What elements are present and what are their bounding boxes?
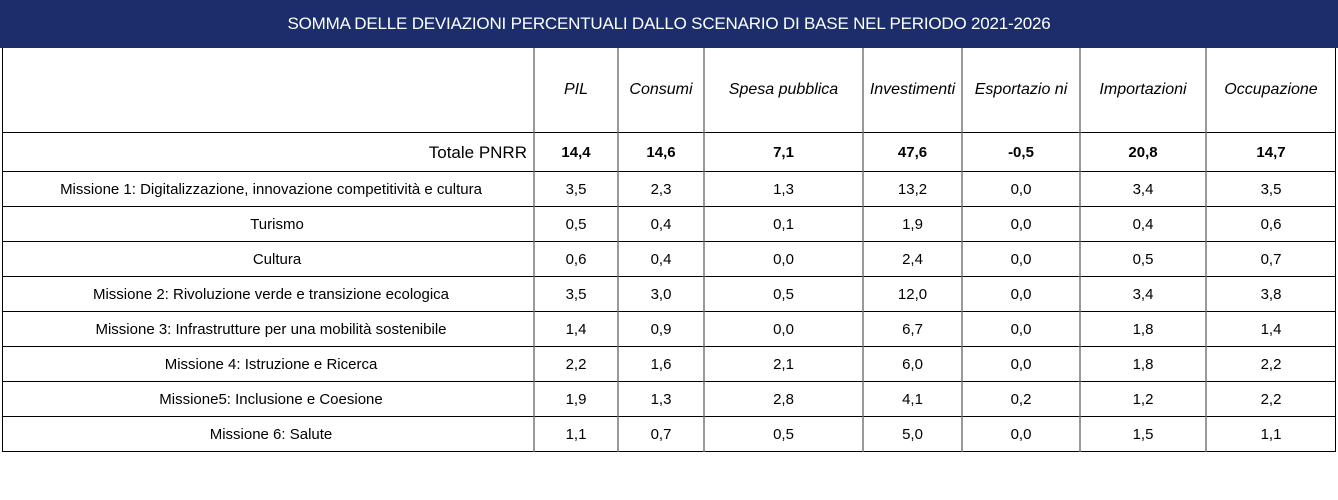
row-label: Cultura — [3, 242, 534, 277]
column-header-spesa-pubblica: Spesa pubblica — [704, 48, 863, 133]
column-header-investimenti: Investimenti — [863, 48, 962, 133]
table-row: Missione5: Inclusione e Coesione 1,9 1,3… — [3, 382, 1336, 417]
cell-value: 0,7 — [1206, 242, 1336, 277]
cell-value: 2,2 — [1206, 347, 1336, 382]
row-label: Missione 6: Salute — [3, 417, 534, 452]
cell-value: 1,1 — [534, 417, 618, 452]
cell-value: 0,0 — [962, 417, 1080, 452]
cell-value: 0,0 — [962, 172, 1080, 207]
cell-value: 1,3 — [618, 382, 704, 417]
cell-value: 14,6 — [618, 133, 704, 172]
cell-value: 3,5 — [534, 277, 618, 312]
cell-value: 1,8 — [1080, 312, 1206, 347]
row-label: Missione 3: Infrastrutture per una mobil… — [3, 312, 534, 347]
row-label: Missione 2: Rivoluzione verde e transizi… — [3, 277, 534, 312]
cell-value: 0,1 — [704, 207, 863, 242]
table-title: SOMMA DELLE DEVIAZIONI PERCENTUALI DALLO… — [0, 0, 1338, 48]
cell-value: 0,0 — [962, 207, 1080, 242]
cell-value: 1,2 — [1080, 382, 1206, 417]
cell-value: 4,1 — [863, 382, 962, 417]
cell-value: 0,5 — [534, 207, 618, 242]
cell-value: 2,1 — [704, 347, 863, 382]
column-header-pil: PIL — [534, 48, 618, 133]
column-header-esportazioni: Esportazio ni — [962, 48, 1080, 133]
cell-value: 3,0 — [618, 277, 704, 312]
cell-value: 1,9 — [863, 207, 962, 242]
cell-value: 0,0 — [704, 242, 863, 277]
cell-value: 3,5 — [534, 172, 618, 207]
table-row: Missione 2: Rivoluzione verde e transizi… — [3, 277, 1336, 312]
cell-value: 2,3 — [618, 172, 704, 207]
table-row: Missione 6: Salute 1,1 0,7 0,5 5,0 0,0 1… — [3, 417, 1336, 452]
cell-value: 2,2 — [1206, 382, 1336, 417]
cell-value: 14,4 — [534, 133, 618, 172]
table-row: Missione 4: Istruzione e Ricerca 2,2 1,6… — [3, 347, 1336, 382]
cell-value: 3,8 — [1206, 277, 1336, 312]
row-label: Missione 4: Istruzione e Ricerca — [3, 347, 534, 382]
table-row: Cultura 0,6 0,4 0,0 2,4 0,0 0,5 0,7 — [3, 242, 1336, 277]
cell-value: 0,2 — [962, 382, 1080, 417]
cell-value: 0,5 — [704, 417, 863, 452]
cell-value: 0,4 — [1080, 207, 1206, 242]
row-label: Turismo — [3, 207, 534, 242]
cell-value: 6,0 — [863, 347, 962, 382]
cell-value: 47,6 — [863, 133, 962, 172]
cell-value: 1,6 — [618, 347, 704, 382]
cell-value: 0,4 — [618, 207, 704, 242]
cell-value: 1,8 — [1080, 347, 1206, 382]
cell-value: 1,9 — [534, 382, 618, 417]
cell-value: 0,7 — [618, 417, 704, 452]
cell-value: 3,4 — [1080, 277, 1206, 312]
column-header-occupazione: Occupazione — [1206, 48, 1336, 133]
row-label: Missione 1: Digitalizzazione, innovazion… — [3, 172, 534, 207]
cell-value: 1,4 — [534, 312, 618, 347]
cell-value: 0,4 — [618, 242, 704, 277]
cell-value: 0,0 — [962, 242, 1080, 277]
row-label: Missione5: Inclusione e Coesione — [3, 382, 534, 417]
cell-value: 0,6 — [534, 242, 618, 277]
cell-value: 0,5 — [1080, 242, 1206, 277]
cell-value: 0,9 — [618, 312, 704, 347]
column-header-consumi: Consumi — [618, 48, 704, 133]
cell-value: 1,1 — [1206, 417, 1336, 452]
cell-value: 3,5 — [1206, 172, 1336, 207]
cell-value: 2,8 — [704, 382, 863, 417]
cell-value: -0,5 — [962, 133, 1080, 172]
cell-value: 5,0 — [863, 417, 962, 452]
cell-value: 20,8 — [1080, 133, 1206, 172]
cell-value: 1,5 — [1080, 417, 1206, 452]
cell-value: 0,0 — [962, 277, 1080, 312]
cell-value: 1,4 — [1206, 312, 1336, 347]
cell-value: 0,6 — [1206, 207, 1336, 242]
table-row: Turismo 0,5 0,4 0,1 1,9 0,0 0,4 0,6 — [3, 207, 1336, 242]
cell-value: 14,7 — [1206, 133, 1336, 172]
cell-value: 0,0 — [962, 312, 1080, 347]
cell-value: 1,3 — [704, 172, 863, 207]
cell-value: 2,2 — [534, 347, 618, 382]
header-empty-cell — [3, 48, 534, 133]
data-table: PIL Consumi Spesa pubblica Investimenti … — [2, 48, 1336, 452]
column-header-importazioni: Importazioni — [1080, 48, 1206, 133]
total-row: Totale PNRR 14,4 14,6 7,1 47,6 -0,5 20,8… — [3, 133, 1336, 172]
cell-value: 6,7 — [863, 312, 962, 347]
table-row: Missione 3: Infrastrutture per una mobil… — [3, 312, 1336, 347]
cell-value: 0,0 — [704, 312, 863, 347]
cell-value: 0,5 — [704, 277, 863, 312]
cell-value: 13,2 — [863, 172, 962, 207]
cell-value: 7,1 — [704, 133, 863, 172]
cell-value: 0,0 — [962, 347, 1080, 382]
cell-value: 3,4 — [1080, 172, 1206, 207]
table-row: Missione 1: Digitalizzazione, innovazion… — [3, 172, 1336, 207]
cell-value: 12,0 — [863, 277, 962, 312]
cell-value: 2,4 — [863, 242, 962, 277]
header-row: PIL Consumi Spesa pubblica Investimenti … — [3, 48, 1336, 133]
row-label: Totale PNRR — [3, 133, 534, 172]
